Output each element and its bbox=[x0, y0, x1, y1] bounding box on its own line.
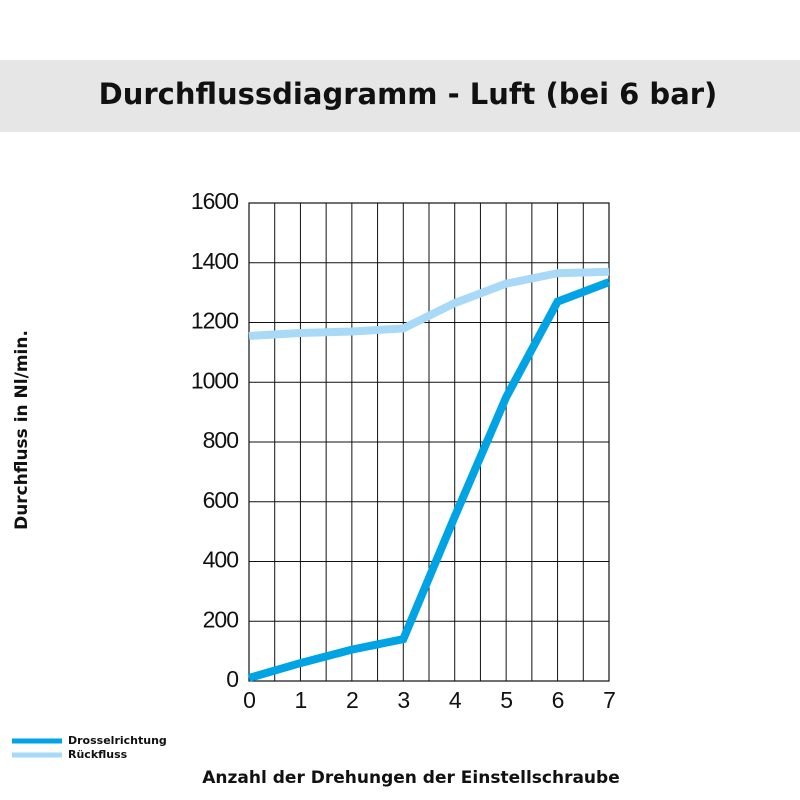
x-tick-label: 3 bbox=[397, 687, 409, 713]
legend-label: Rückfluss bbox=[68, 748, 128, 761]
legend-label: Drosselrichtung bbox=[68, 734, 167, 747]
y-tick-label: 800 bbox=[203, 427, 239, 453]
x-tick-label: 1 bbox=[295, 687, 307, 713]
y-tick-label: 0 bbox=[226, 666, 238, 692]
plot-frame bbox=[248, 202, 610, 682]
chart-title: Durchflussdiagramm - Luft (bei 6 bar) bbox=[99, 77, 718, 111]
y-tick-label: 1600 bbox=[191, 188, 238, 214]
x-tick-label: 0 bbox=[243, 687, 255, 713]
y-tick-label: 200 bbox=[203, 606, 239, 632]
y-tick-label: 1400 bbox=[191, 248, 238, 274]
x-tick-label: 7 bbox=[603, 687, 615, 713]
x-tick-label: 6 bbox=[552, 687, 564, 713]
y-tick-label: 1000 bbox=[191, 367, 238, 393]
y-tick-label: 1200 bbox=[191, 308, 238, 334]
y-axis-label: Durchfluss in Nl/min. bbox=[12, 330, 32, 530]
x-tick-label: 2 bbox=[346, 687, 358, 713]
y-tick-label: 400 bbox=[203, 547, 239, 573]
x-tick-label: 5 bbox=[500, 687, 512, 713]
series-line bbox=[248, 267, 610, 340]
y-tick-label: 600 bbox=[203, 487, 239, 513]
series-line bbox=[247, 278, 611, 682]
x-tick-label: 4 bbox=[449, 687, 462, 713]
title-band bbox=[0, 60, 800, 132]
x-axis-label: Anzahl der Drehungen der Einstellschraub… bbox=[202, 768, 619, 788]
